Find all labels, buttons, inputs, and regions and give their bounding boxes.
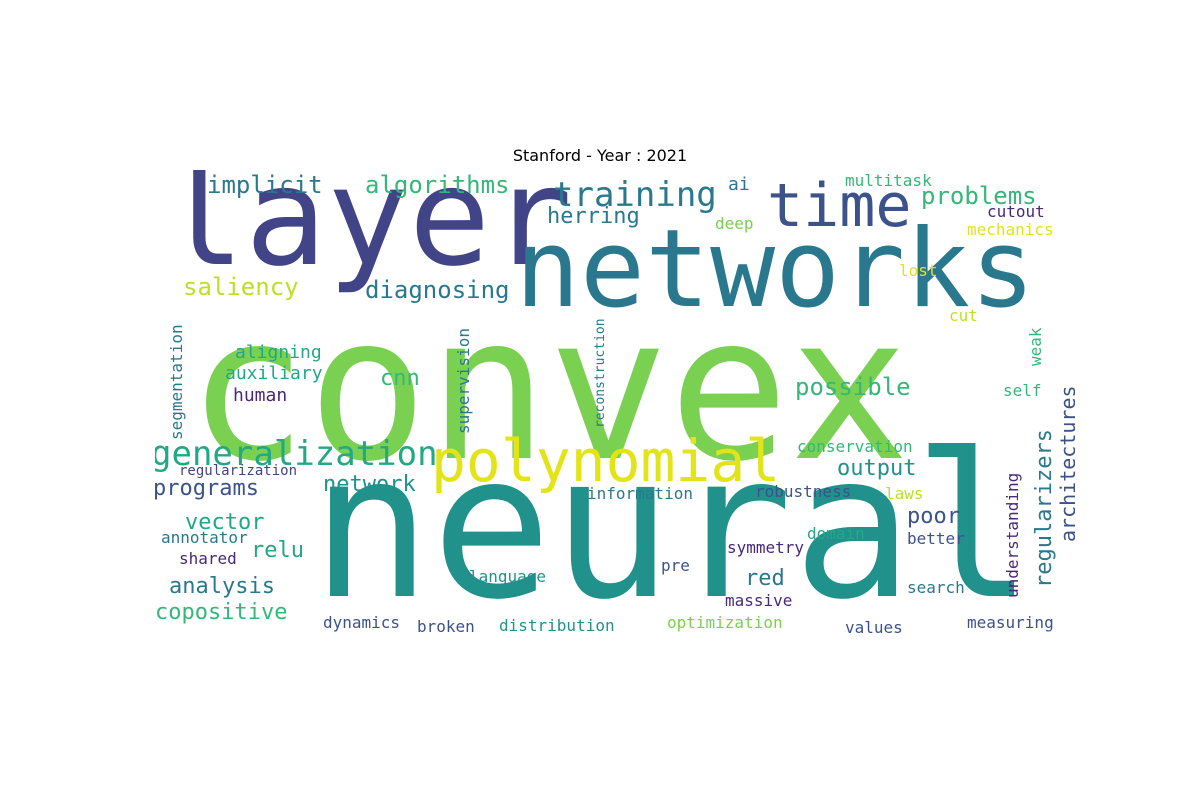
word-networks: networks bbox=[515, 207, 1036, 332]
word-shared: shared bbox=[179, 549, 237, 568]
word-output: output bbox=[837, 456, 917, 481]
word-segmentation: segmentation bbox=[167, 324, 186, 440]
word-reconstruction: reconstruction bbox=[593, 318, 608, 428]
word-generalization: generalization bbox=[155, 434, 438, 474]
chart-title: Stanford - Year : 2021 bbox=[512, 146, 688, 165]
word-dynamics: dynamics bbox=[323, 613, 401, 632]
word-network: network bbox=[323, 472, 416, 497]
word-annotator: annotator bbox=[161, 528, 248, 547]
word-regularizers: regularizers bbox=[1032, 429, 1057, 588]
word-polynomial: polynomial bbox=[431, 427, 781, 495]
word-better: better bbox=[907, 529, 965, 548]
word-problems: problems bbox=[921, 182, 1037, 210]
word-deep: deep bbox=[715, 214, 754, 233]
word-values: values bbox=[845, 618, 903, 637]
word-diagnosing: diagnosing bbox=[365, 276, 510, 304]
word-programs: programs bbox=[155, 476, 259, 501]
word-implicit: implicit bbox=[207, 171, 323, 199]
word-laws: laws bbox=[885, 484, 924, 503]
word-red: red bbox=[745, 566, 785, 591]
word-analysis: analysis bbox=[169, 574, 275, 599]
word-conservation: conservation bbox=[797, 437, 913, 456]
word-pre: pre bbox=[661, 556, 690, 575]
word-robustness: robustness bbox=[755, 482, 852, 501]
word-algorithms: algorithms bbox=[365, 171, 510, 199]
word-mechanics: mechanics bbox=[967, 220, 1054, 239]
word-convex: convex bbox=[187, 273, 910, 506]
word-cloud: convex neural layer networks polynomial … bbox=[155, 170, 1075, 650]
word-auxiliary: auxiliary bbox=[225, 363, 323, 384]
word-relu: relu bbox=[251, 538, 304, 563]
word-domain: domain bbox=[807, 524, 865, 543]
word-distribution: distribution bbox=[499, 616, 615, 635]
word-measuring: measuring bbox=[967, 613, 1054, 632]
word-information: information bbox=[587, 484, 693, 503]
word-architectures: architectures bbox=[1056, 385, 1075, 542]
word-supervision: supervision bbox=[454, 328, 473, 434]
word-regularization: regularization bbox=[179, 463, 298, 479]
word-cut: cut bbox=[949, 306, 978, 325]
word-vector: vector bbox=[185, 510, 265, 535]
word-lost: lost bbox=[899, 261, 938, 280]
word-training: training bbox=[553, 175, 717, 215]
word-copositive: copositive bbox=[155, 600, 288, 625]
word-broken: broken bbox=[417, 617, 475, 636]
word-understanding: understanding bbox=[1003, 472, 1022, 598]
word-optimization: optimization bbox=[667, 613, 783, 632]
word-language: language bbox=[469, 567, 547, 586]
word-saliency: saliency bbox=[183, 273, 299, 301]
word-time: time bbox=[767, 171, 912, 241]
word-neural: neural bbox=[311, 411, 1034, 644]
word-symmetry: symmetry bbox=[727, 538, 805, 557]
word-herring: herring bbox=[547, 204, 640, 229]
word-layer: layer bbox=[163, 170, 573, 297]
word-cutout: cutout bbox=[987, 202, 1045, 221]
word-multitask: multitask bbox=[845, 171, 932, 190]
word-massive: massive bbox=[725, 591, 793, 610]
word-self: self bbox=[1003, 381, 1042, 400]
word-possible: possible bbox=[795, 373, 911, 401]
word-cnn: cnn bbox=[380, 366, 420, 391]
word-aligning: aligning bbox=[235, 342, 322, 363]
word-human: human bbox=[233, 385, 288, 406]
word-poor: poor bbox=[907, 504, 960, 529]
word-search: search bbox=[907, 578, 965, 597]
word-weak: weak bbox=[1026, 327, 1045, 366]
word-ai: ai bbox=[728, 174, 750, 195]
